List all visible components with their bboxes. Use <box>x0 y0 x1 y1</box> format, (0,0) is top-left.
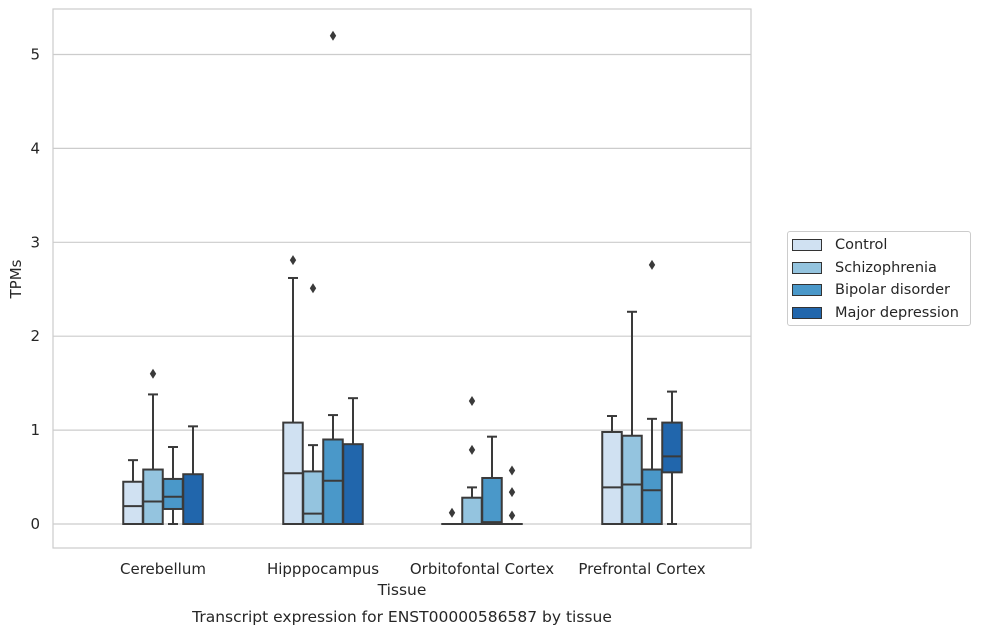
box-iqr <box>163 479 183 509</box>
box-major-depression <box>183 426 203 524</box>
box-major-depression <box>343 398 363 524</box>
legend-label: Bipolar disorder <box>835 282 950 298</box>
box-iqr <box>642 470 662 524</box>
box-bipolar-disorder <box>323 31 343 524</box>
legend-label: Schizophrenia <box>835 260 937 276</box>
box-control <box>123 460 143 524</box>
box-iqr <box>143 470 163 524</box>
legend-item: Control <box>792 235 887 255</box>
box-control <box>442 508 462 524</box>
box-schizophrenia <box>303 283 323 524</box>
box-iqr <box>343 444 363 524</box>
box-iqr <box>662 423 682 473</box>
x-tick-label: Orbitofontal Cortex <box>410 560 554 578</box>
box-bipolar-disorder <box>482 437 502 524</box>
box-iqr <box>622 436 642 524</box>
legend-swatch <box>792 239 822 251</box>
y-axis-label: TPMs <box>7 259 25 299</box>
y-tick-label: 1 <box>30 421 40 439</box>
box-iqr <box>303 471 323 524</box>
outlier-point <box>469 445 475 455</box>
chart-title: Transcript expression for ENST0000058658… <box>191 608 612 626</box>
outlier-point <box>509 511 515 521</box>
box-iqr <box>123 482 143 524</box>
y-tick-label: 4 <box>30 139 40 157</box>
legend-swatch <box>792 284 822 296</box>
box-schizophrenia <box>462 396 482 524</box>
plot-frame <box>53 9 751 548</box>
outlier-point <box>509 487 515 497</box>
box-control <box>283 255 303 524</box>
outlier-point <box>150 369 156 379</box>
x-tick-labels: Cerebellum Hipppocampus Orbitofontal Corte… <box>120 560 706 578</box>
legend-label: Control <box>835 237 887 253</box>
outlier-point <box>449 508 455 518</box>
box-schizophrenia <box>143 369 163 524</box>
box-control <box>602 416 622 524</box>
grid-lines <box>53 55 751 525</box>
legend-item: Major depression <box>792 303 959 323</box>
legend-label: Major depression <box>835 305 959 321</box>
legend-item: Bipolar disorder <box>792 280 950 300</box>
box-major-depression <box>662 392 682 524</box>
y-tick-labels: 0 1 2 3 4 5 <box>30 46 40 534</box>
box-schizophrenia <box>622 312 642 524</box>
y-tick-label: 0 <box>30 515 40 533</box>
box-groups <box>123 31 682 524</box>
box-bipolar-disorder <box>642 260 662 524</box>
x-tick-label: Hipppocampus <box>267 560 379 578</box>
box-major-depression <box>502 465 522 524</box>
legend-swatch <box>792 262 822 274</box>
box-iqr <box>183 474 203 524</box>
legend-swatch <box>792 307 822 319</box>
box-iqr <box>602 432 622 524</box>
outlier-point <box>649 260 655 270</box>
outlier-point <box>509 465 515 475</box>
x-tick-label: Prefrontal Cortex <box>578 560 705 578</box>
outlier-point <box>310 283 316 293</box>
outlier-point <box>469 396 475 406</box>
box-iqr <box>462 498 482 524</box>
legend: Control Schizophrenia Bipolar disorder Majo… <box>787 231 971 326</box>
x-tick-label: Cerebellum <box>120 560 206 578</box>
legend-item: Schizophrenia <box>792 258 937 278</box>
outlier-point <box>290 255 296 265</box>
y-tick-label: 5 <box>30 46 40 64</box>
x-axis-label: Tissue <box>377 581 427 599</box>
outlier-point <box>330 31 336 41</box>
box-bipolar-disorder <box>163 447 183 524</box>
y-tick-label: 3 <box>30 233 40 251</box>
y-tick-label: 2 <box>30 327 40 345</box>
box-iqr <box>482 478 502 524</box>
